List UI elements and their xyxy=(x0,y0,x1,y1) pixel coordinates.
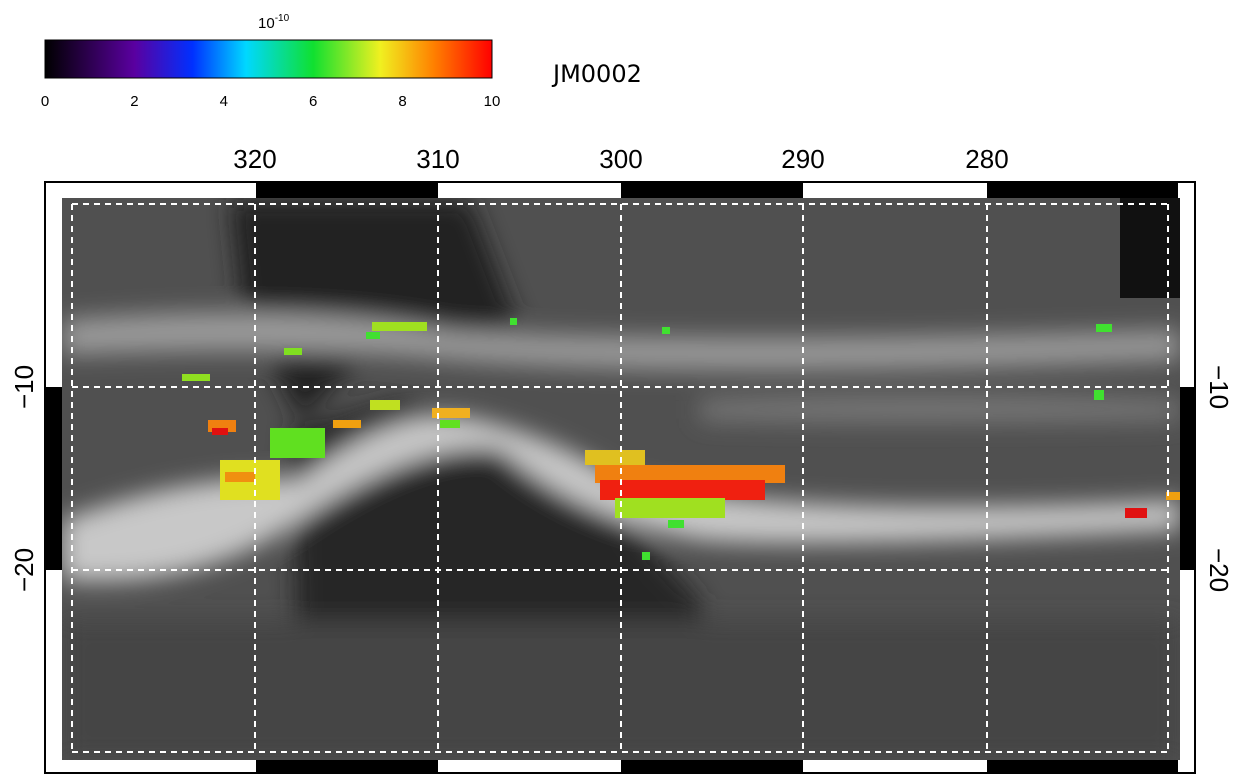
colorbar-tick-label: 10 xyxy=(484,93,501,110)
axis-labels: 320 310 300 290 280 −10 −10 −20 −20 xyxy=(9,144,1234,592)
title: JM0002 xyxy=(551,60,642,88)
colorbar-tick-label: 6 xyxy=(309,93,317,110)
colorbar-tick-label: 4 xyxy=(220,93,228,110)
latitude-label-left: −10 xyxy=(9,365,39,409)
colorbar-scale: 10-10 xyxy=(258,13,290,32)
longitude-label: 320 xyxy=(233,144,276,174)
longitude-label: 280 xyxy=(965,144,1008,174)
latitude-label-right: −10 xyxy=(1204,365,1234,409)
frame-bands xyxy=(45,182,1195,774)
colorbar xyxy=(44,39,493,79)
graticule xyxy=(71,203,1169,753)
detections xyxy=(182,318,1180,560)
colorbar-tick-label: 2 xyxy=(130,93,138,110)
longitude-label: 300 xyxy=(599,144,642,174)
colorbar-tick-label: 8 xyxy=(398,93,406,110)
longitude-label: 310 xyxy=(416,144,459,174)
colorbar-ticks: 0 2 4 6 8 10 xyxy=(41,93,501,110)
longitude-label: 290 xyxy=(781,144,824,174)
scale-base: 10 xyxy=(258,15,275,32)
colorbar-tick-label: 0 xyxy=(41,93,49,110)
latitude-label-left: −20 xyxy=(9,548,39,592)
latitude-label-right: −20 xyxy=(1204,548,1234,592)
scale-exponent: -10 xyxy=(275,13,290,24)
